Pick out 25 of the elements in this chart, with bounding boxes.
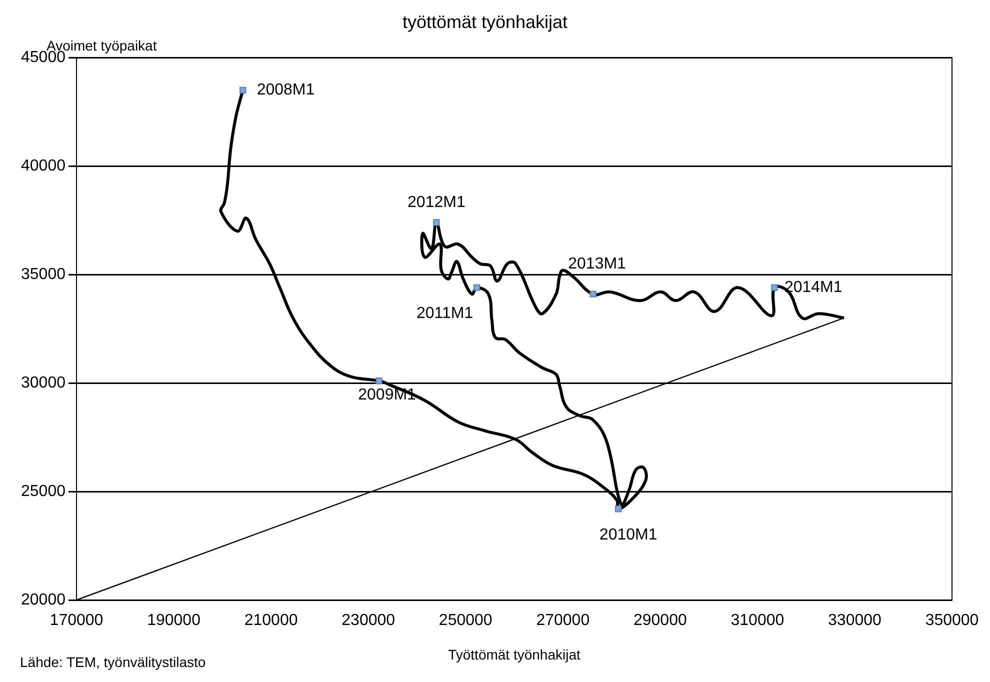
x-tick-label: 330000 xyxy=(828,612,882,630)
annotation: 2012M1 xyxy=(408,194,466,211)
x-tick-label: 210000 xyxy=(244,612,298,630)
annotation: 2014M1 xyxy=(784,278,842,296)
x-tick-label: 290000 xyxy=(633,612,687,630)
x-tick-label: 350000 xyxy=(925,612,979,630)
x-tick-label: 270000 xyxy=(536,612,590,630)
y-tick-label: 30000 xyxy=(20,374,66,392)
y-tick-label: 25000 xyxy=(20,482,66,500)
annotation: 2008M1 xyxy=(256,82,315,99)
x-axis-title: Työttömät työnhakijat xyxy=(448,646,580,662)
y-tick-label: 45000 xyxy=(20,49,66,66)
x-tick-label: 310000 xyxy=(730,612,784,630)
x-tick-label: 170000 xyxy=(50,612,104,630)
annotation: 2011M1 xyxy=(416,304,474,322)
x-tick-label: 250000 xyxy=(438,612,492,630)
y-tick-label: 20000 xyxy=(20,591,66,608)
annotation: 2013M1 xyxy=(568,255,626,272)
chart-title: työttömät työnhakijat xyxy=(402,12,568,32)
text: Lähde: TEM, työnvälitystilasto xyxy=(20,654,206,670)
y-tick-label: 35000 xyxy=(20,266,66,283)
y-tick-label: 40000 xyxy=(20,157,66,174)
x-tick-label: 190000 xyxy=(147,612,201,630)
x-tick-label: 230000 xyxy=(342,612,396,630)
annotation: 2010M1 xyxy=(599,526,658,544)
